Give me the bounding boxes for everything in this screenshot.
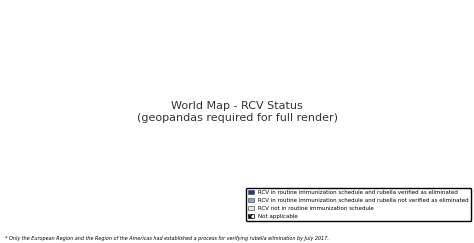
Legend: RCV in routine immunization schedule and rubella verified as eliminated, RCV in : RCV in routine immunization schedule and… bbox=[246, 188, 471, 221]
Text: * Only the European Region and the Region of the Americas had established a proc: * Only the European Region and the Regio… bbox=[5, 235, 328, 241]
Text: World Map - RCV Status
(geopandas required for full render): World Map - RCV Status (geopandas requir… bbox=[137, 101, 337, 122]
